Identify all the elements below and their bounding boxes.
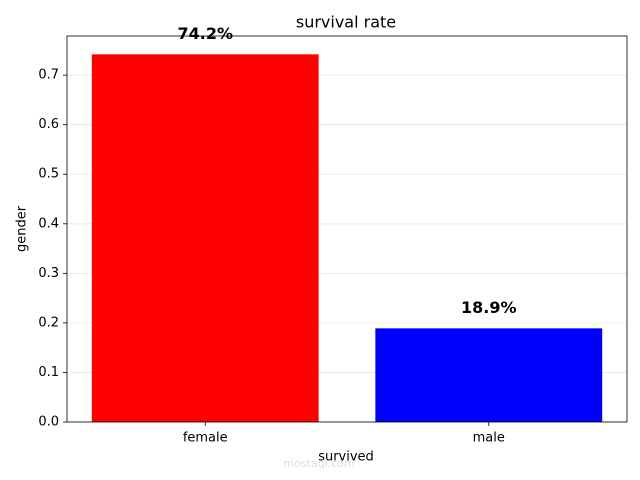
bar bbox=[375, 328, 603, 422]
value-label: 18.9% bbox=[461, 298, 517, 317]
x-tick-label: female bbox=[183, 431, 228, 446]
y-tick-label: 0.4 bbox=[38, 216, 59, 231]
y-axis-label: gender bbox=[15, 205, 30, 252]
chart-title: survival rate bbox=[296, 13, 396, 32]
y-tick-label: 0.3 bbox=[38, 266, 59, 281]
y-tick-label: 0.0 bbox=[38, 415, 59, 430]
y-tick-label: 0.6 bbox=[38, 117, 59, 132]
y-tick-label: 0.5 bbox=[38, 167, 59, 182]
bar bbox=[91, 54, 319, 422]
value-label: 74.2% bbox=[177, 24, 233, 43]
plot-frame bbox=[66, 35, 628, 423]
x-axis-label: survived bbox=[318, 450, 374, 465]
y-tick-label: 0.1 bbox=[38, 365, 59, 380]
y-tick-label: 0.2 bbox=[38, 315, 59, 330]
watermark: mostaql.com bbox=[283, 457, 354, 470]
y-tick-label: 0.7 bbox=[38, 68, 59, 83]
x-tick-label: male bbox=[473, 431, 505, 446]
